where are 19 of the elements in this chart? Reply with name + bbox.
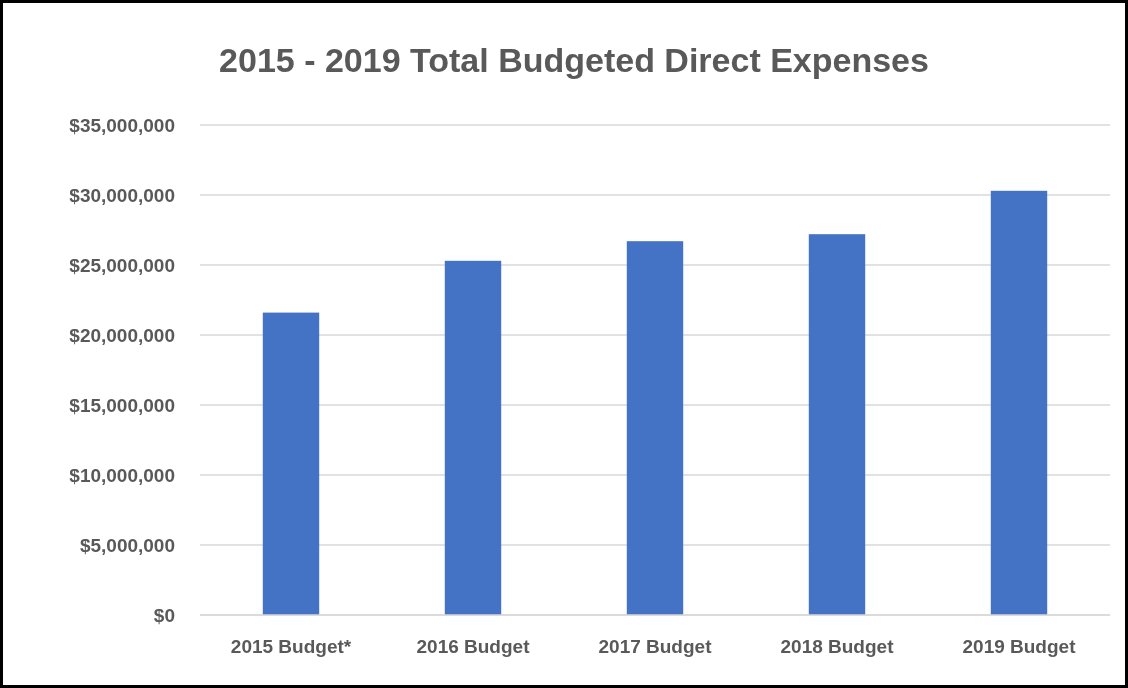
x-tick-label: 2016 Budget <box>416 636 531 657</box>
y-tick-label: $30,000,000 <box>69 184 175 206</box>
y-tick-label: $10,000,000 <box>69 464 175 486</box>
x-tick-label: 2019 Budget <box>962 636 1077 657</box>
y-tick-label: $15,000,000 <box>69 394 175 416</box>
y-tick-label: $25,000,000 <box>69 254 175 276</box>
y-tick-label: $5,000,000 <box>79 534 175 556</box>
bar <box>990 190 1048 615</box>
y-tick-label: $35,000,000 <box>69 114 175 136</box>
y-tick-label: $20,000,000 <box>69 324 175 346</box>
chart-title: 2015 - 2019 Total Budgeted Direct Expenses <box>219 41 929 79</box>
bar <box>262 312 320 615</box>
bar <box>808 234 866 615</box>
x-tick-label: 2017 Budget <box>598 636 713 657</box>
x-tick-label: 2015 Budget* <box>230 636 352 657</box>
x-tick-label: 2018 Budget <box>780 636 895 657</box>
bar <box>444 260 502 615</box>
y-tick-label: $0 <box>153 604 175 626</box>
bar <box>626 241 684 615</box>
